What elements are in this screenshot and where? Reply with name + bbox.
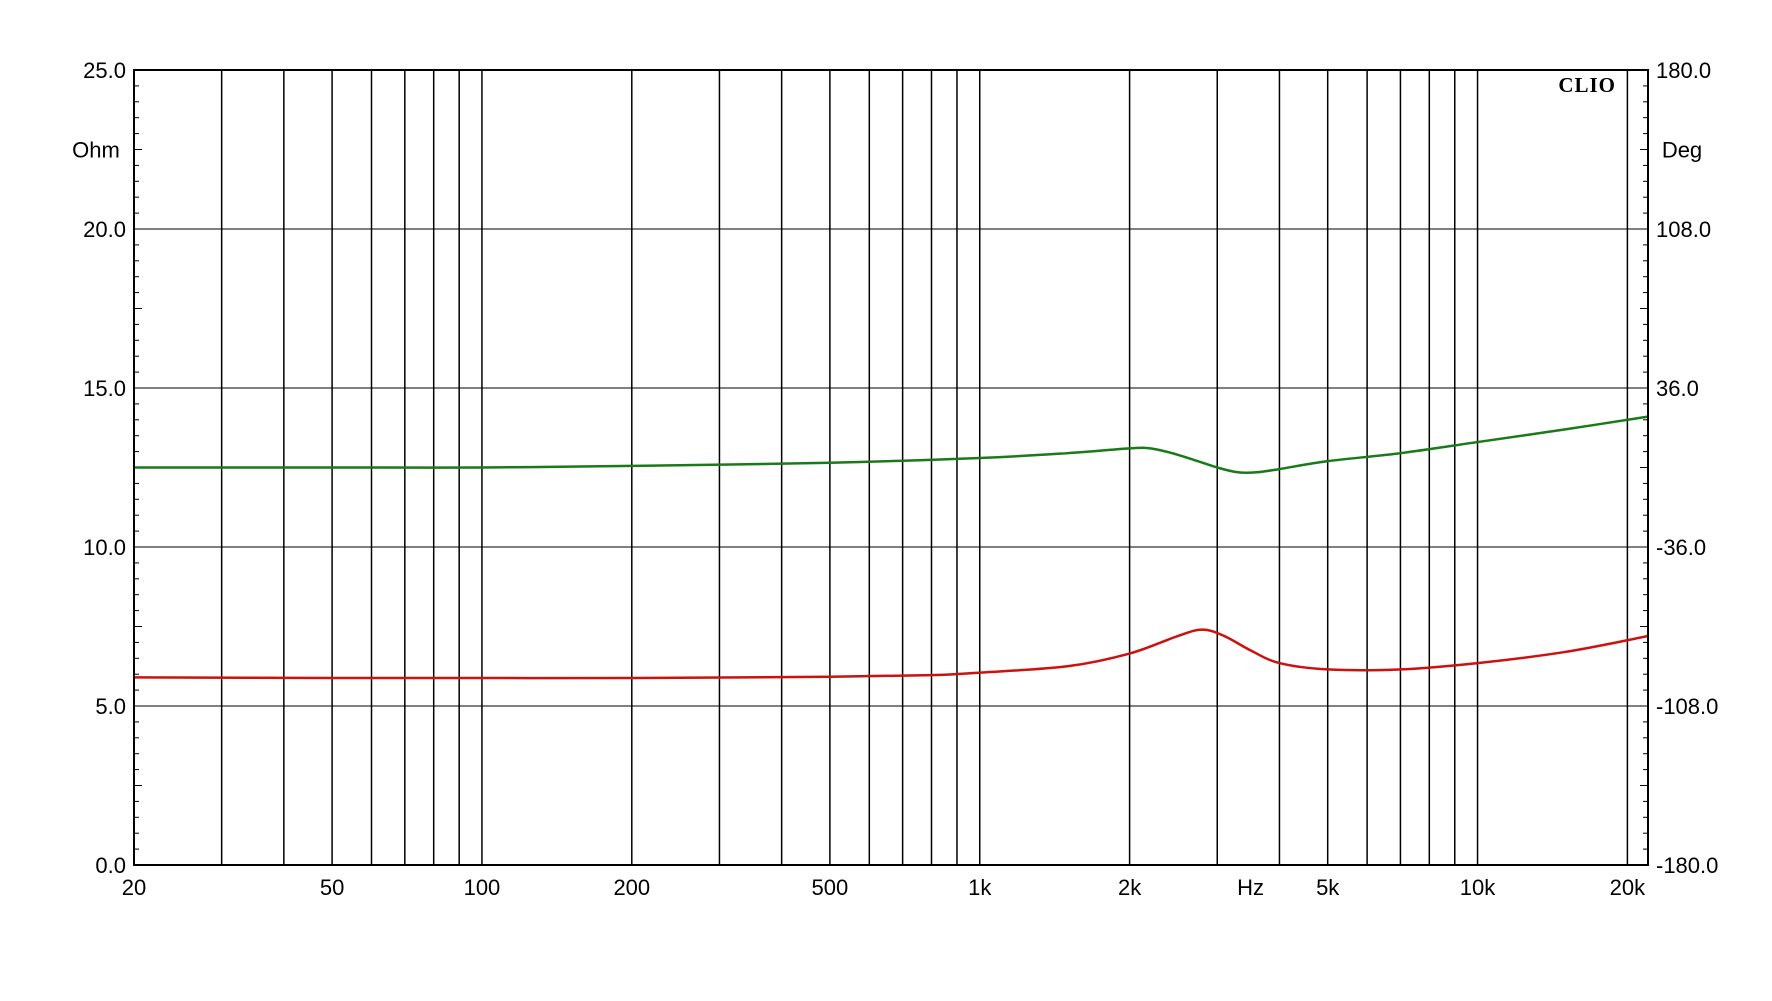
x-axis-label: Hz	[1237, 875, 1264, 900]
series-line-0	[134, 415, 1649, 475]
series-line-1	[133, 628, 1649, 680]
series-group	[133, 415, 1649, 680]
x-tick-label: 2k	[1118, 875, 1142, 900]
y-left-tick-label: 20.0	[83, 217, 126, 242]
x-tick-label: 20k	[1610, 875, 1646, 900]
plot-frame	[133, 69, 1649, 866]
x-tick-label: 200	[613, 875, 650, 900]
x-tick-label: 10k	[1460, 875, 1496, 900]
x-tick-label: 5k	[1316, 875, 1340, 900]
y-left-tick-label: 15.0	[83, 376, 126, 401]
y-right-tick-label: 180.0	[1656, 58, 1711, 83]
y-left-tick-label: 25.0	[83, 58, 126, 83]
y-left-tick-label: 5.0	[95, 694, 126, 719]
x-tick-label: 1k	[968, 875, 992, 900]
x-tick-label: 500	[812, 875, 849, 900]
x-tick-label: 20	[122, 875, 146, 900]
y-left-tick-label: 10.0	[83, 535, 126, 560]
x-tick-label: 50	[320, 875, 344, 900]
y-right-tick-label: 108.0	[1656, 217, 1711, 242]
tick-labels: 20 50 100 200 500 1k 2k 5k 10k 20k 0.0 5.0 10.0 15.0 2…	[83, 58, 1718, 900]
x-tick-label: 100	[464, 875, 501, 900]
y-left-tick-label: 0.0	[95, 853, 126, 878]
y-right-tick-label: -180.0	[1656, 853, 1718, 878]
y-right-tick-label: -36.0	[1656, 535, 1706, 560]
y-right-tick-label: -108.0	[1656, 694, 1718, 719]
clio-brand-label: CLIO	[1558, 73, 1616, 97]
y-right-tick-label: 36.0	[1656, 376, 1699, 401]
y-axis-right-label: Deg	[1662, 138, 1702, 163]
y-axis-left-label: Ohm	[72, 138, 120, 163]
